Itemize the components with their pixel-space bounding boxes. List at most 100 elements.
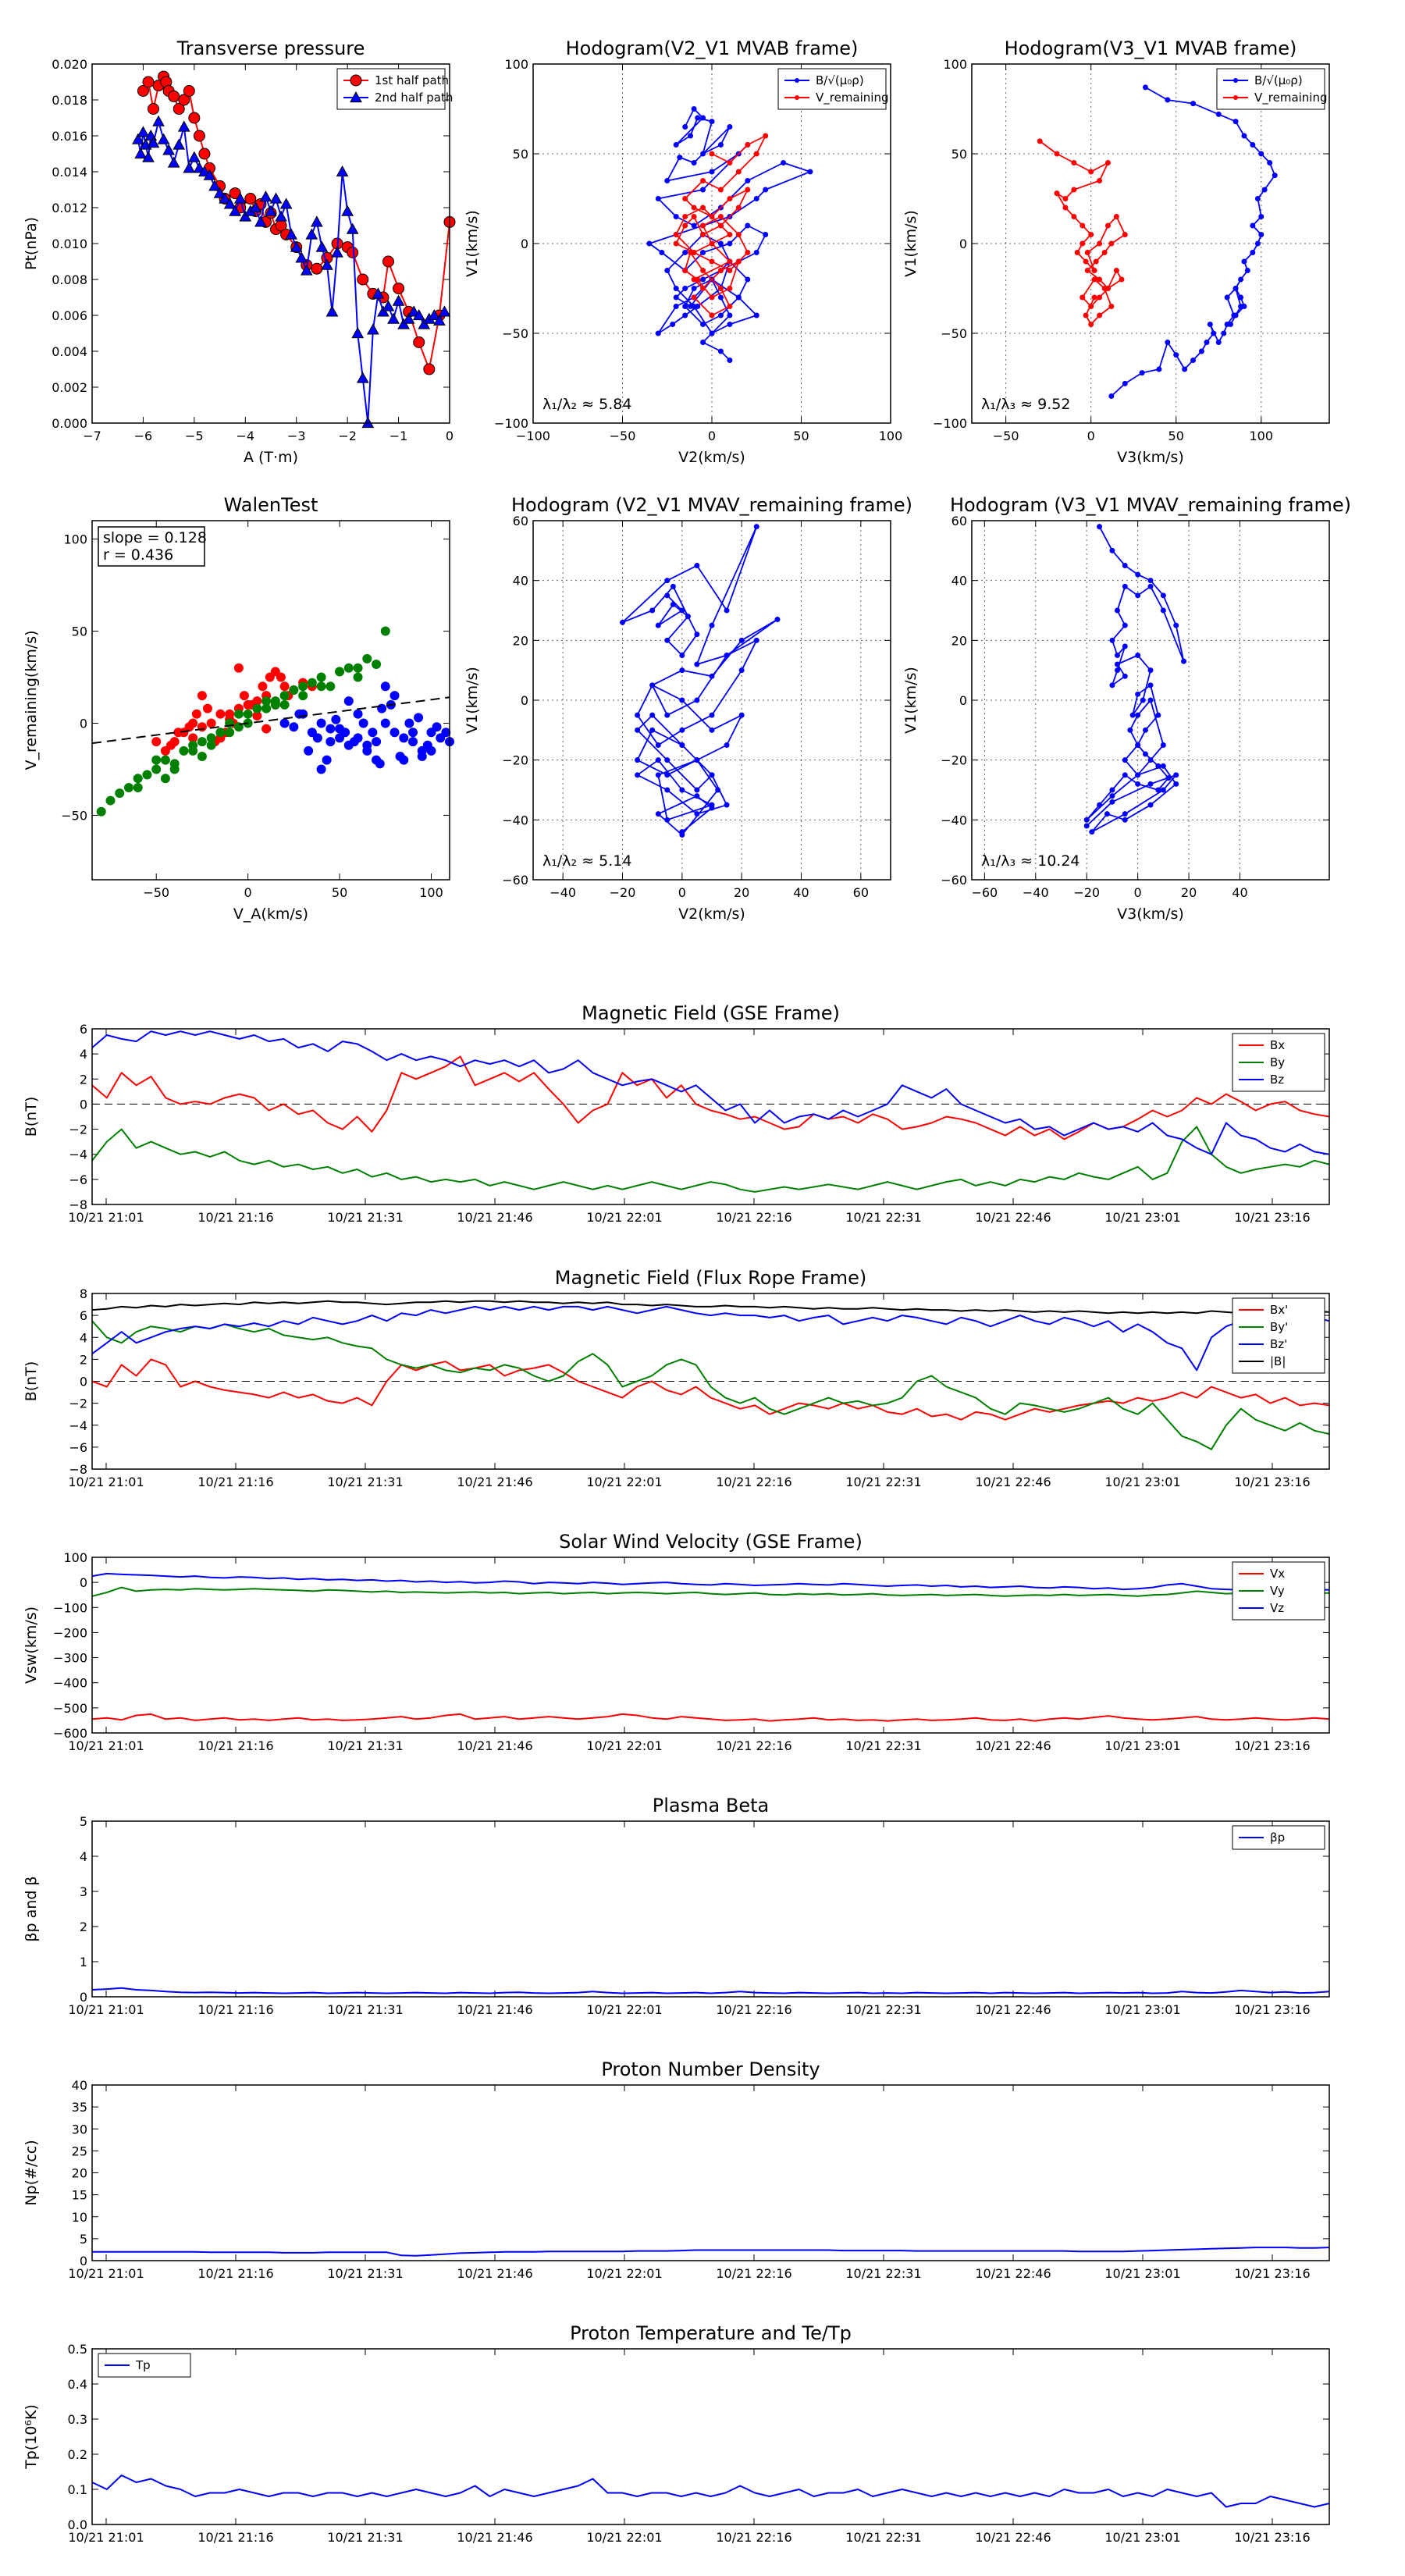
scatter-point — [243, 709, 253, 719]
y-tick-label: −6 — [69, 1440, 87, 1455]
y-tick-label: −600 — [53, 1726, 87, 1741]
data-point — [1097, 276, 1103, 283]
data-point — [717, 268, 724, 273]
data-point — [147, 137, 160, 148]
x-tick-label: 0 — [1134, 885, 1142, 900]
x-tick-label: 10/21 23:16 — [1234, 2002, 1310, 2017]
scatter-point — [304, 745, 314, 756]
data-point — [655, 757, 661, 763]
y-tick-label: 0 — [959, 237, 967, 251]
data-point — [700, 205, 706, 211]
scatter-point — [377, 703, 387, 713]
data-point — [688, 250, 694, 255]
data-point — [709, 330, 715, 336]
data-point — [1062, 205, 1069, 211]
data-point — [254, 215, 267, 227]
y-tick-label: 40 — [513, 574, 528, 589]
data-point — [635, 772, 641, 778]
data-point — [351, 326, 365, 339]
scatter-point — [368, 728, 378, 738]
scatter-point — [312, 733, 322, 743]
data-point — [1108, 304, 1115, 309]
y-tick-label: 0 — [80, 716, 87, 731]
data-point — [635, 757, 641, 763]
data-point — [679, 667, 685, 674]
x-axis-label: V3(km/s) — [1117, 906, 1184, 923]
x-tick-label: 10/21 23:16 — [1234, 2266, 1310, 2281]
y-tick-label: 0.4 — [68, 2377, 87, 2392]
scatter-point — [115, 788, 125, 799]
scatter-point — [349, 737, 359, 747]
x-tick-label: −3 — [287, 429, 306, 443]
plot-frame — [532, 520, 891, 881]
x-tick-label: 10/21 23:01 — [1104, 2002, 1180, 2017]
x-tick-label: 60 — [853, 885, 869, 900]
data-point — [1173, 622, 1179, 628]
data-point — [646, 240, 653, 247]
scatter-point — [389, 728, 400, 738]
x-tick-label: 10/21 21:46 — [457, 1475, 532, 1489]
chart-title: Plasma Beta — [653, 1795, 769, 1816]
y-tick-label: 0 — [959, 693, 967, 708]
legend-label: βp — [1270, 1831, 1285, 1845]
x-tick-label: 10/21 22:01 — [586, 2266, 662, 2281]
data-point — [1173, 772, 1179, 778]
y-tick-label: 0 — [80, 1990, 87, 2005]
data-point — [679, 727, 685, 733]
plot-frame — [532, 63, 891, 424]
data-point — [137, 126, 150, 137]
y-tick-label: 6 — [80, 1308, 87, 1323]
data-point — [1238, 294, 1244, 301]
y-tick-label: −6 — [69, 1172, 87, 1187]
data-point — [727, 312, 733, 318]
data-point — [148, 103, 160, 115]
y-tick-label: 0.018 — [52, 93, 87, 108]
x-tick-label: 0 — [1087, 429, 1095, 443]
data-point — [188, 151, 201, 162]
data-point — [694, 787, 700, 793]
y-tick-label: −60 — [502, 873, 528, 888]
data-point — [709, 214, 715, 219]
legend-label: Bx — [1270, 1038, 1285, 1052]
data-point — [700, 232, 706, 237]
data-point — [1215, 340, 1222, 345]
y-tick-label: 5 — [80, 1814, 87, 1829]
data-point — [717, 222, 724, 229]
data-point — [677, 155, 683, 161]
data-point — [738, 712, 745, 718]
data-point — [1083, 817, 1090, 823]
series-line — [91, 1358, 1330, 1421]
data-point — [1088, 232, 1094, 237]
data-point — [341, 205, 354, 216]
data-point — [709, 312, 715, 318]
legend-label: Tp — [135, 2358, 151, 2372]
data-point — [1155, 763, 1161, 769]
data-point — [620, 619, 625, 625]
legend-label: 2nd half path — [375, 91, 453, 105]
chart-proton-number-density: Proton Number Density 0 5 10 15 20 25 30 35 40 10/… — [23, 2058, 1330, 2281]
data-point — [1142, 84, 1148, 91]
data-point — [709, 622, 715, 628]
data-point — [1165, 775, 1172, 781]
series-line — [91, 2475, 1330, 2508]
data-point — [1088, 169, 1094, 175]
scatter-point — [151, 755, 162, 765]
x-tick-label: −1 — [389, 429, 408, 443]
data-point — [428, 308, 441, 321]
data-point — [1084, 250, 1090, 255]
data-point — [1147, 697, 1154, 703]
data-point — [1091, 276, 1097, 283]
x-tick-label: 10/21 22:01 — [586, 2002, 662, 2017]
chart-solar-wind-velocity: Solar Wind Velocity (GSE Frame) −600 −500 −… — [23, 1531, 1330, 1753]
data-point — [1109, 547, 1115, 553]
y-tick-label: −20 — [941, 753, 967, 768]
x-tick-label: 10/21 22:31 — [845, 2002, 921, 2017]
data-point — [673, 232, 679, 237]
data-point — [1147, 583, 1154, 589]
chart-title: Magnetic Field (GSE Frame) — [582, 1002, 840, 1024]
y-tick-label: −100 — [494, 416, 528, 431]
y-tick-label: 0.020 — [52, 57, 87, 72]
scatter-point — [133, 774, 143, 784]
data-point — [1155, 712, 1161, 718]
scatter-point — [325, 724, 336, 734]
